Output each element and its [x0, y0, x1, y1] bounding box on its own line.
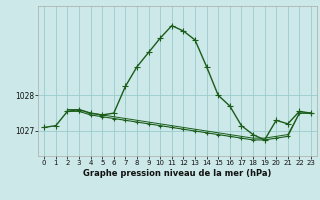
- X-axis label: Graphe pression niveau de la mer (hPa): Graphe pression niveau de la mer (hPa): [84, 169, 272, 178]
